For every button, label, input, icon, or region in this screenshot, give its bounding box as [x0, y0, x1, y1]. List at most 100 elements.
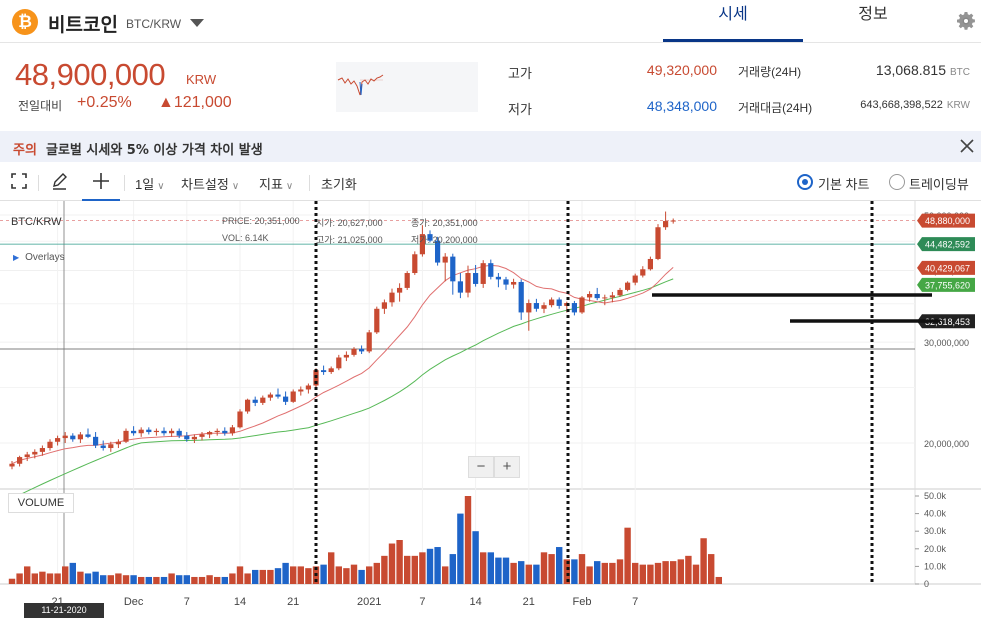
volume-bar	[708, 554, 715, 584]
volume-bar	[130, 575, 137, 584]
tab-price[interactable]: 시세	[663, 0, 803, 42]
volume-bar	[221, 576, 228, 584]
volume-axis-label: 20.0k	[924, 544, 947, 554]
candle-body	[207, 432, 213, 435]
candle-body	[480, 263, 486, 284]
volume-bar	[533, 564, 540, 584]
chart-settings-label: 차트설정	[181, 177, 229, 192]
basic-chart-radio[interactable]	[797, 174, 813, 190]
volume-bar	[358, 569, 365, 584]
candle-body	[229, 427, 235, 434]
volume-bar	[350, 564, 358, 584]
ohlc-low-label: 저가:	[411, 235, 431, 245]
candle-body	[138, 429, 144, 434]
candle-body	[290, 391, 296, 402]
fullscreen-icon[interactable]	[11, 173, 27, 189]
volume-bar	[252, 569, 259, 584]
candle-body	[473, 273, 479, 284]
volume-bar	[24, 566, 31, 584]
change-percent: +0.25%	[77, 94, 132, 111]
time-axis-label: Feb	[573, 596, 592, 608]
candle-body	[435, 240, 441, 263]
volume-bar	[366, 566, 373, 584]
volume-bar	[449, 554, 456, 584]
price-axis-label: 20,000,000	[924, 439, 969, 449]
price-tag	[917, 314, 975, 329]
volume-bar	[373, 562, 380, 584]
volume-bar	[381, 555, 388, 584]
current-price: 48,900,000	[15, 57, 166, 92]
pencil-draw-icon[interactable]	[51, 173, 68, 190]
candle-body	[419, 234, 425, 255]
crosshair-tool-button[interactable]	[82, 163, 120, 201]
time-axis-label: 7	[184, 596, 190, 608]
chevron-down-icon: ∨	[285, 181, 294, 192]
candle-body	[298, 389, 304, 392]
tradingview-radio[interactable]	[889, 174, 905, 190]
ohlc-open-value: 20,627,000	[337, 218, 383, 228]
chart-toolbar: 1일 ∨ 차트설정 ∨ 지표 ∨ 초기화 기본 차트 트레이딩뷰	[0, 163, 981, 201]
candle-body	[389, 292, 395, 303]
volume-bar	[214, 576, 221, 584]
candle-body	[131, 430, 137, 434]
tab-info[interactable]: 정보	[858, 4, 888, 23]
candle-body	[541, 305, 547, 309]
volume-panel-title: VOLUME	[8, 493, 74, 513]
high-value: 49,320,000	[646, 62, 717, 78]
volume-bar	[320, 564, 327, 584]
change-label: 전일대비	[18, 99, 63, 113]
volume-bar	[685, 555, 692, 584]
ma-fast-line	[11, 264, 674, 465]
volume-bar	[297, 566, 304, 584]
candle-body	[351, 348, 357, 355]
interval-select[interactable]: 1일 ∨	[135, 174, 165, 193]
candle-body	[115, 441, 121, 445]
zoom-out-button[interactable]: −	[468, 456, 494, 478]
candle-body	[359, 348, 365, 352]
candle-body	[465, 273, 471, 293]
overlays-toggle[interactable]: Overlays	[13, 252, 64, 263]
candlestick-chart[interactable]: 50,000,00040,000,00030,000,00020,000,000…	[0, 201, 981, 618]
volume-24h-label: 거래량(24H)	[738, 65, 802, 79]
price-chart-area[interactable]: 50,000,00040,000,00030,000,00020,000,000…	[0, 201, 981, 618]
price-axis-label: 30,000,000	[924, 338, 969, 348]
volume-bar	[46, 573, 54, 584]
candle-body	[511, 281, 517, 285]
gear-icon[interactable]	[956, 11, 976, 31]
volume-bar	[122, 575, 130, 584]
candle-body	[549, 299, 555, 306]
volume-bar	[472, 531, 479, 584]
coin-select-chevron-down-icon[interactable]	[190, 19, 204, 27]
candle-body	[670, 220, 676, 222]
zoom-in-button[interactable]: +	[494, 456, 520, 478]
volume-bar	[601, 562, 608, 584]
volume-bar	[624, 527, 631, 584]
volume-bar	[571, 559, 578, 584]
price-tag-label: 44,482,592	[925, 240, 970, 250]
candle-body	[267, 394, 273, 398]
candle-body	[381, 302, 387, 309]
volume-bar	[639, 564, 646, 584]
candle-body	[305, 385, 311, 390]
close-icon[interactable]	[960, 139, 974, 153]
candle-body	[594, 293, 600, 299]
volume-bar	[495, 557, 502, 584]
volume-bar	[191, 576, 198, 584]
ma-slow-line	[11, 278, 674, 499]
volume-bar	[8, 578, 16, 584]
candle-body	[191, 436, 197, 440]
candle-body	[518, 281, 524, 313]
volume-bar	[525, 564, 532, 584]
candle-body	[169, 430, 175, 434]
candle-body	[397, 287, 403, 293]
reset-button[interactable]: 초기화	[321, 177, 357, 192]
volume-bar	[62, 566, 69, 584]
chart-settings-menu[interactable]: 차트설정 ∨	[181, 174, 239, 193]
cursor-date-badge: 11-21-2020	[24, 603, 104, 618]
tradingview-label[interactable]: 트레이딩뷰	[909, 177, 969, 192]
volume-bar	[115, 573, 122, 584]
volume-24h-value: 13,068.815 BTC	[820, 62, 970, 78]
high-label: 고가	[508, 66, 532, 81]
indicators-menu[interactable]: 지표 ∨	[259, 174, 293, 193]
basic-chart-label[interactable]: 기본 차트	[818, 177, 870, 192]
